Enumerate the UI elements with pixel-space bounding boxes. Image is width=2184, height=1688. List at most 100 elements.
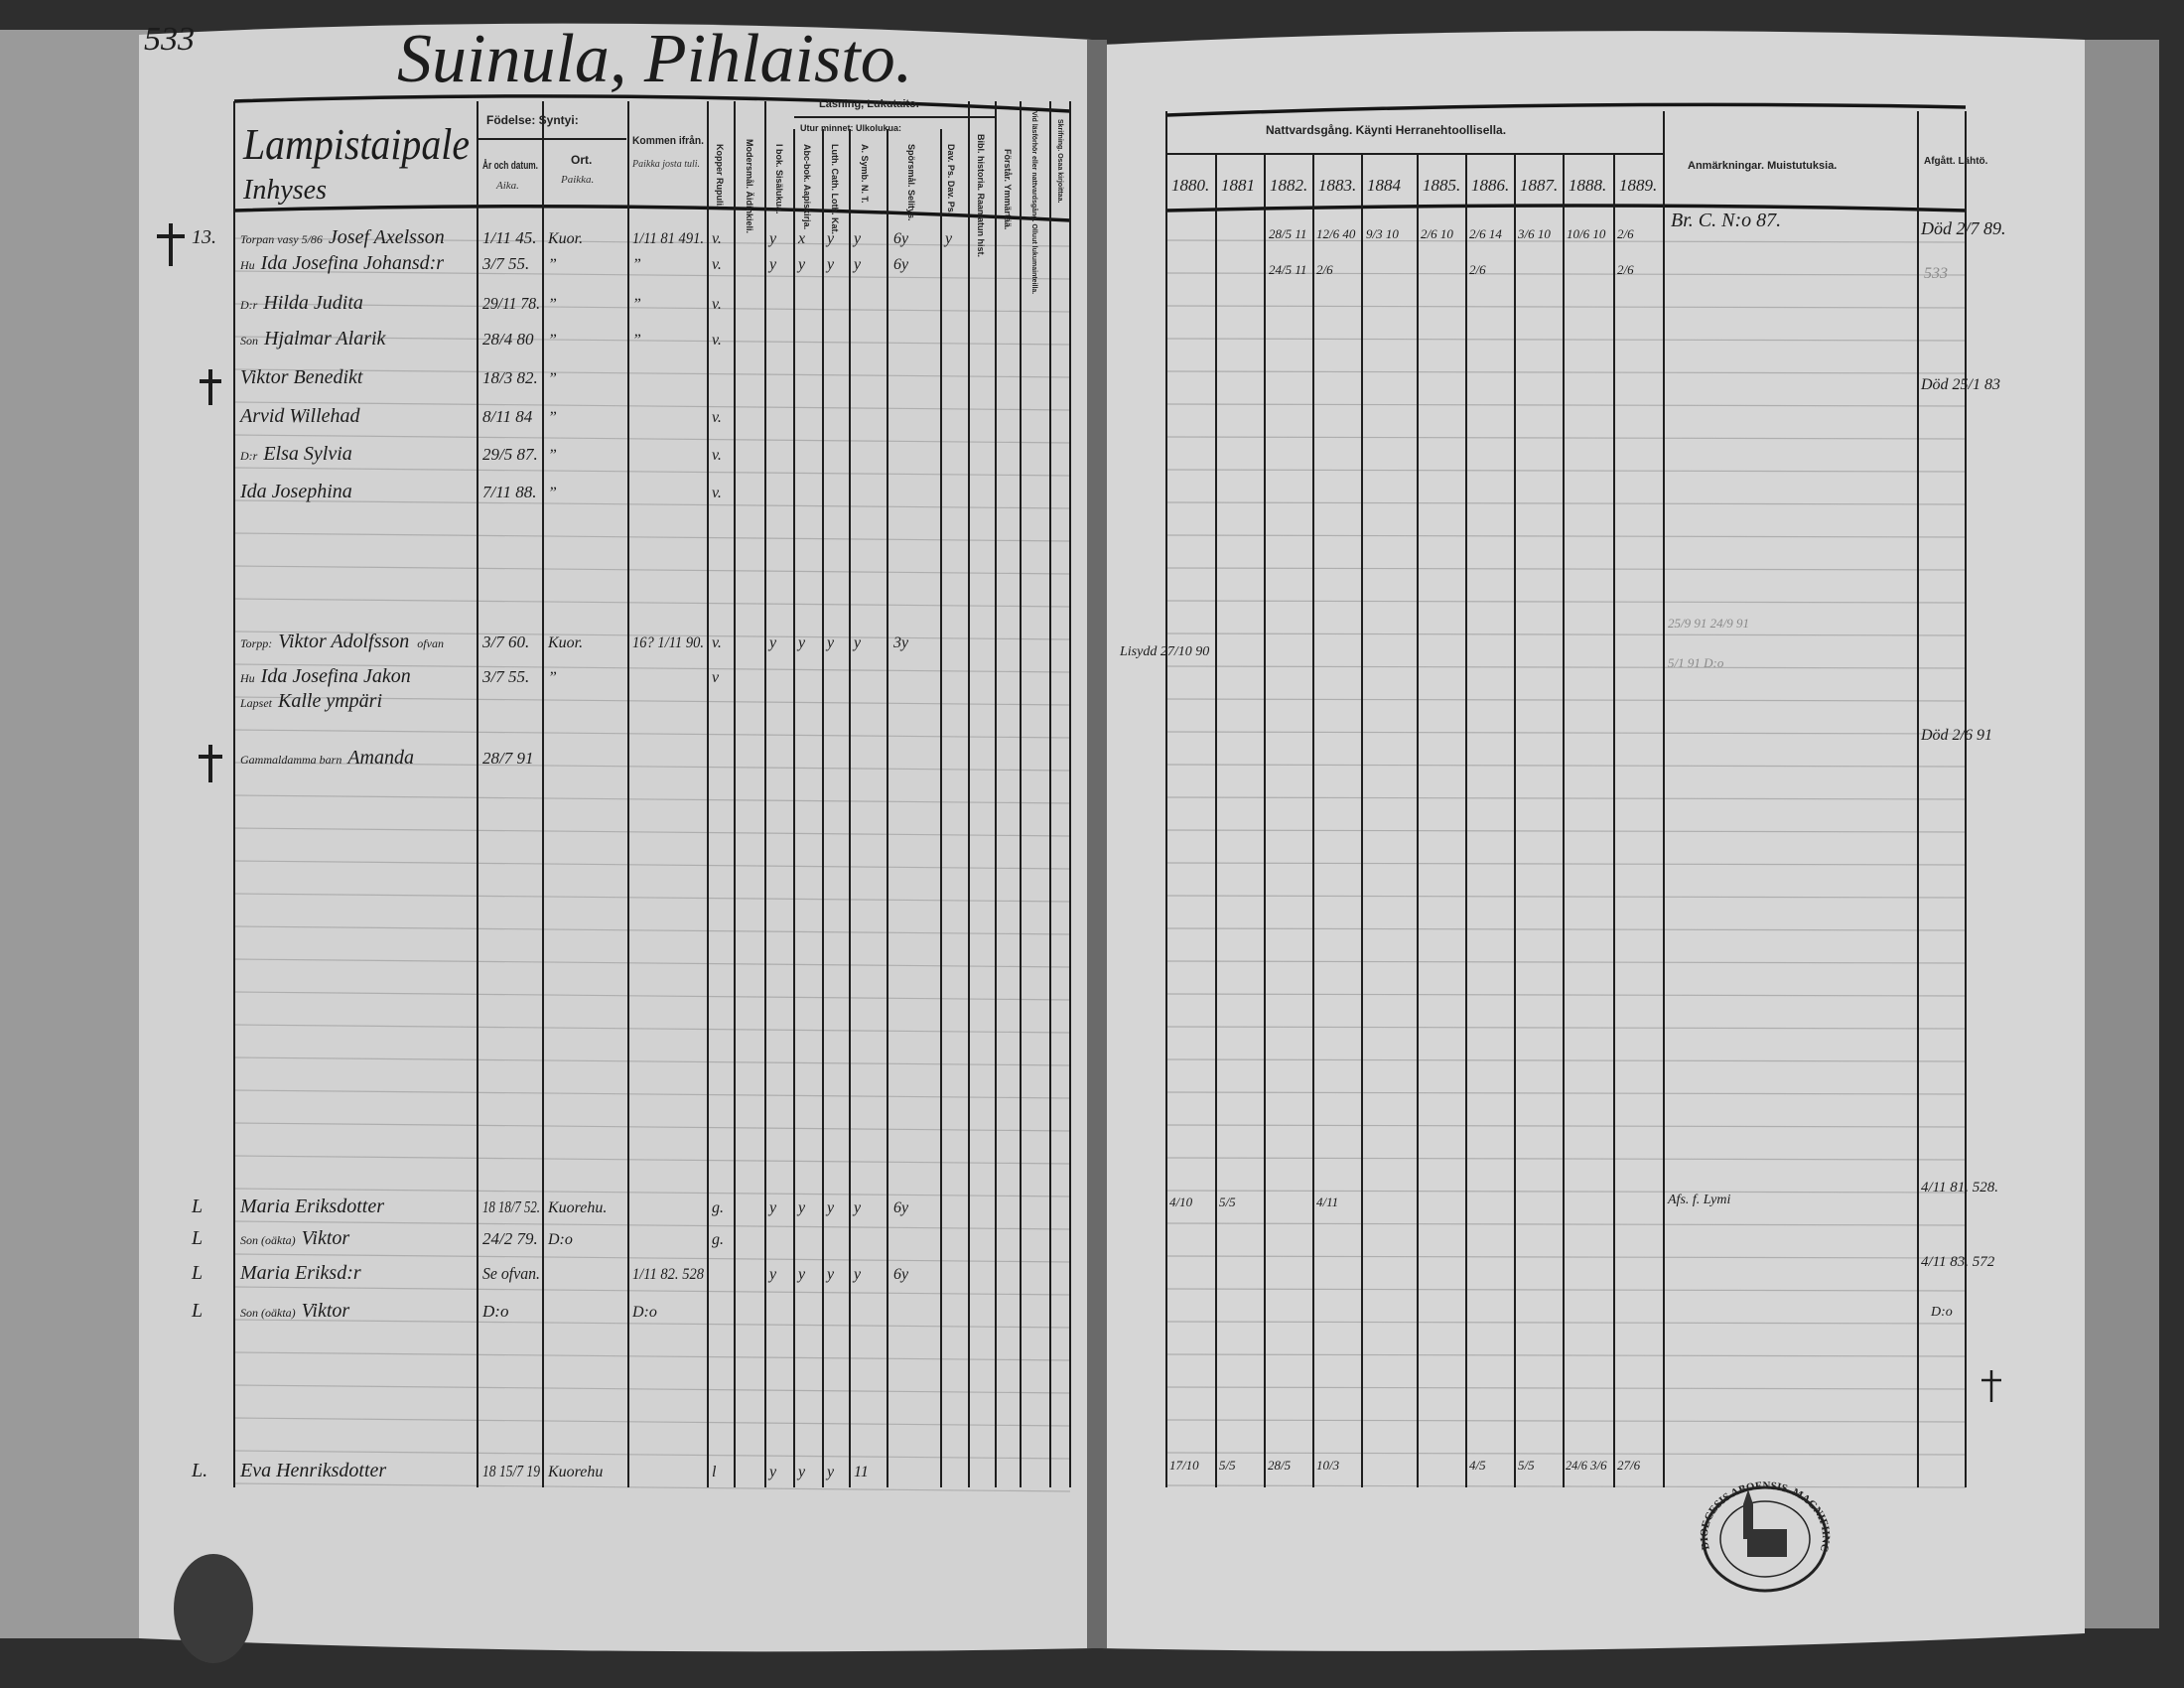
row-reading-mark: y — [767, 256, 777, 273]
year-entry: 24/5 11 — [1269, 262, 1306, 277]
row-note: Hu — [239, 258, 255, 272]
ruled-line — [233, 696, 1071, 706]
row-reading-mark: y — [852, 230, 862, 247]
ruled-line — [233, 1450, 1071, 1460]
ruled-line — [1165, 338, 1967, 342]
year-entry: 12/6 40 — [1316, 226, 1356, 241]
row-kopper: v. — [712, 447, 722, 464]
year-header: 1880. — [1171, 176, 1209, 195]
row-place: ” — [548, 296, 557, 313]
ruled-line — [1165, 272, 1967, 276]
year-entry: 27/6 — [1617, 1458, 1641, 1473]
register-rows: 13. Torpan vasy 5/86 Josef Axelsson 1/11 45… — [191, 226, 953, 1481]
row-kopper: v — [712, 669, 720, 686]
register-row: D:r Elsa Sylvia 29/5 87. ” v. — [239, 443, 722, 465]
ruled-line — [233, 1122, 1071, 1132]
header-nattvardsgang: Nattvardsgång. Käynti Herranehtoollisell… — [1266, 123, 1506, 137]
year-header: 1889. — [1619, 176, 1657, 195]
ruled-line — [233, 1253, 1071, 1263]
row-place: Kuorehu — [547, 1464, 603, 1480]
row-kopper: l — [712, 1464, 717, 1480]
right-page — [1102, 31, 2085, 1651]
ruled-line — [1165, 1091, 1967, 1095]
row-date: 8/11 84 — [482, 407, 533, 426]
year-entry: 4/5 — [1469, 1458, 1486, 1473]
year-entry: 28/5 11 — [1269, 226, 1306, 241]
row-margin-mark: L — [191, 1262, 203, 1284]
ruled-line — [1165, 665, 1967, 669]
header-kopper: Kopper Rupuli. — [715, 144, 725, 209]
year-header: 1888. — [1569, 176, 1606, 195]
row-kopper: v. — [712, 634, 722, 651]
row-note: Torpp: — [240, 636, 272, 650]
left-table-top — [233, 94, 1071, 113]
row-reading-mark: y — [852, 256, 862, 273]
row-reading-mark: y — [825, 1266, 835, 1283]
ruled-line — [233, 893, 1071, 903]
ruled-line — [1165, 633, 1967, 636]
ruled-line — [1165, 1255, 1967, 1259]
viktor-note: Lisydd 27/10 90 — [1119, 644, 1209, 659]
ruled-line — [1165, 305, 1967, 309]
year-entry: 17/10 — [1169, 1458, 1199, 1473]
gutter — [1087, 40, 1107, 1648]
viktor-remark-2: 5/1 91 D:o — [1668, 655, 1724, 670]
row-place: Kuor. — [547, 230, 583, 247]
row-reading-mark: 6y — [893, 1199, 909, 1216]
ruled-line — [233, 991, 1071, 1001]
row-kopper: v. — [712, 230, 722, 247]
row-place: Kuorehu. — [547, 1199, 607, 1216]
ruled-line — [233, 532, 1071, 542]
ruled-line — [1165, 829, 1967, 833]
ruled-line — [1165, 1452, 1967, 1456]
row-reading-mark: y — [767, 1199, 777, 1216]
row-name: Viktor Adolfsson — [278, 631, 409, 652]
cross-icon — [157, 223, 185, 266]
ruled-line — [1165, 403, 1967, 407]
year-header: 1884 — [1367, 176, 1402, 195]
register-row: Lapset Kalle ympäri — [239, 690, 382, 712]
row-date: 18 18/7 52. — [482, 1197, 540, 1216]
row-reading-mark: y — [767, 1464, 777, 1480]
maria-remark: Afs. f. Lymi — [1667, 1193, 1730, 1207]
right-header-bottom — [1165, 204, 1967, 212]
row-reading-mark: y — [825, 230, 835, 247]
row-note: Lapset — [239, 696, 273, 710]
year-entry: 2/6 14 — [1469, 226, 1502, 241]
row-reading-mark: y — [852, 1266, 862, 1283]
row-kopper: g. — [712, 1199, 724, 1216]
afgatt-4: 4/11 81. 528. — [1921, 1180, 1998, 1196]
register-row: D:r Hilda Judita 29/11 78. ” ” v. — [239, 292, 722, 314]
row-name: Ida Josephina — [239, 481, 352, 502]
row-name: Eva Henriksdotter — [239, 1460, 386, 1481]
row-reading-mark: y — [767, 1266, 777, 1283]
year-entry: 2/6 — [1617, 262, 1634, 277]
year-entry: 2/6 — [1316, 262, 1333, 277]
row-name: Ida Josefina Jakon — [260, 665, 411, 687]
left-ruled-lines — [233, 237, 1071, 1492]
ruled-line — [233, 1089, 1071, 1099]
row-reading-mark: 3y — [892, 634, 909, 651]
row-reading-mark: 6y — [893, 230, 909, 247]
header-fodelse: Födelse: Syntyi: — [486, 113, 579, 127]
year-header: 1882. — [1270, 176, 1307, 195]
ruled-line — [1165, 1353, 1967, 1357]
year-entry: 28/5 — [1268, 1458, 1292, 1473]
ruled-line — [233, 860, 1071, 870]
afgatt-6: D:o — [1930, 1305, 1953, 1320]
afgatt-3: Död 2/6 91 — [1920, 727, 1992, 744]
row-date: 3/7 55. — [481, 254, 529, 273]
row-date: 3/7 60. — [481, 633, 529, 651]
left-header-bottom — [233, 205, 1071, 222]
row-margin-mark: L. — [191, 1460, 207, 1481]
row-place: ” — [548, 409, 557, 426]
ruled-line — [233, 237, 1071, 247]
ruled-line — [233, 467, 1071, 477]
row-place: ” — [548, 332, 557, 349]
row-date: 1/11 45. — [482, 228, 536, 247]
ruled-line — [1165, 600, 1967, 604]
right-page-edges — [2080, 40, 2159, 1628]
ruled-line — [233, 598, 1071, 608]
register-row: Arvid Willehad 8/11 84 ” v. — [238, 405, 722, 427]
ruled-line — [233, 1482, 1071, 1492]
